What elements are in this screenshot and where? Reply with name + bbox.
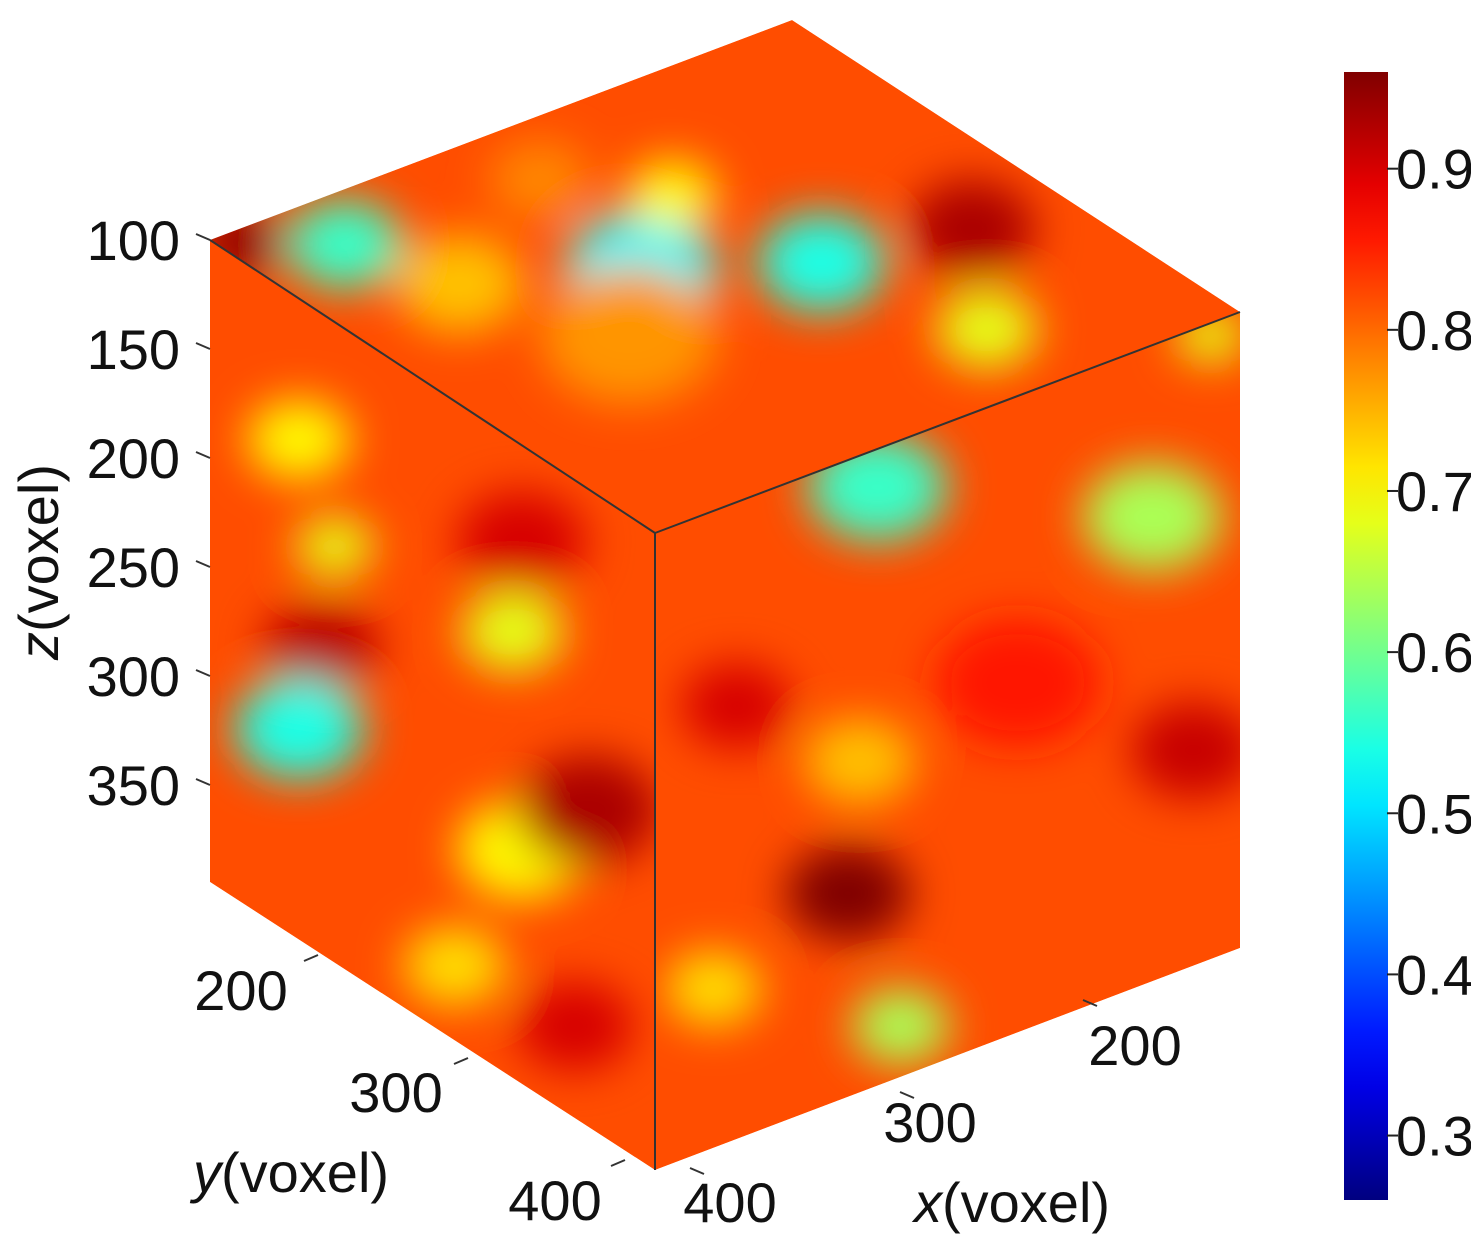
left-face-blob-9 — [516, 981, 634, 1071]
z-tick-mark — [195, 669, 211, 677]
right-face-blob-1 — [681, 662, 793, 749]
x-tick-mark — [899, 1091, 915, 1099]
left-face-blob-7 — [456, 491, 587, 592]
right-face-blob-2 — [804, 718, 916, 805]
y-axis: 200 300 400 y(voxel) — [189, 954, 626, 1232]
left-face-blob-1 — [460, 591, 565, 672]
left-face-blob-8 — [403, 926, 507, 1007]
colorbar-tick-label: 0.8 — [1396, 299, 1471, 362]
colorbar: 0.3 0.4 0.5 0.6 0.7 0.8 0.9 — [1344, 72, 1471, 1200]
y-tick-label: 400 — [508, 1169, 601, 1232]
cube-edge-0 — [209, 239, 656, 534]
x-tick-mark — [1082, 999, 1098, 1007]
z-tick-label: 250 — [87, 536, 180, 599]
top-face-blob-1 — [489, 140, 591, 220]
left-face-blob-3 — [263, 602, 380, 693]
right-face-blob-5 — [785, 844, 911, 942]
right-face-blob-3 — [1082, 463, 1222, 571]
colorbar-tick-label: 0.3 — [1396, 1105, 1471, 1168]
right-face-blob-6 — [1130, 701, 1240, 799]
colorbar-tick-label: 0.7 — [1396, 460, 1471, 523]
z-axis-label: z(voxel) — [7, 464, 70, 661]
left-face-blob-0 — [247, 399, 351, 480]
top-face-blob-3 — [757, 213, 885, 312]
top-face-blob-4 — [627, 160, 717, 229]
x-axis-label-var: x — [911, 1171, 944, 1234]
z-axis-label-var: z — [7, 632, 70, 661]
y-axis-label-var: y — [189, 1141, 224, 1204]
colorbar-tick-label: 0.4 — [1396, 943, 1471, 1006]
y-tick-label: 300 — [349, 1061, 442, 1124]
right-face-blob-8 — [664, 951, 763, 1027]
x-tick-label: 400 — [683, 1171, 776, 1234]
z-tick-label: 200 — [87, 427, 180, 490]
z-tick-label: 300 — [87, 645, 180, 708]
z-tick-mark — [195, 560, 211, 568]
z-tick-mark — [195, 233, 211, 241]
x-tick-mark — [689, 1167, 705, 1175]
left-face-blob-6 — [517, 755, 655, 865]
colorbar-tick-label: 0.6 — [1396, 621, 1471, 684]
top-face-blob-9 — [396, 234, 524, 333]
z-tick-mark — [195, 778, 211, 786]
x-tick-label: 200 — [1088, 1014, 1181, 1077]
z-tick-label: 350 — [87, 754, 180, 817]
cube-edge-1 — [654, 311, 1241, 534]
cube-edges — [209, 239, 1241, 1170]
top-face-blob-5 — [935, 289, 1038, 369]
top-face-blob-8 — [540, 266, 719, 404]
left-face-blob-2 — [295, 516, 374, 577]
cube-front-left-face — [210, 240, 655, 1170]
y-axis-label-unit: (voxel) — [221, 1141, 389, 1204]
y-tick-mark — [610, 1159, 626, 1167]
z-tick-label: 150 — [87, 318, 180, 381]
colorbar-tick-label: 0.9 — [1396, 138, 1471, 201]
z-tick-label: 100 — [87, 209, 180, 272]
left-face-blob-4 — [234, 678, 364, 779]
y-tick-label: 200 — [194, 959, 287, 1022]
x-axis: 200 300 400 x(voxel) — [683, 999, 1182, 1234]
x-tick-label: 300 — [883, 1091, 976, 1154]
top-face-blob-0 — [287, 200, 403, 289]
z-tick-mark — [195, 342, 211, 350]
z-tick-mark — [195, 451, 211, 459]
volume-cube — [209, 20, 1241, 1170]
y-tick-mark — [303, 954, 319, 962]
z-axis: 100 150 200 250 300 350 z(voxel) — [7, 209, 211, 817]
z-axis-label-unit: (voxel) — [7, 464, 70, 632]
right-face-blob-7 — [852, 988, 950, 1064]
y-tick-mark — [453, 1057, 469, 1065]
colorbar-tick-label: 0.5 — [1396, 782, 1471, 845]
x-axis-label: x(voxel) — [911, 1171, 1110, 1234]
x-axis-label-unit: (voxel) — [942, 1171, 1110, 1234]
colorbar-bar — [1344, 72, 1388, 1200]
top-face-base — [210, 20, 1240, 533]
top-face-blob-6 — [908, 179, 1036, 278]
right-face-blob-9 — [934, 618, 1102, 748]
y-axis-label: y(voxel) — [189, 1141, 389, 1204]
